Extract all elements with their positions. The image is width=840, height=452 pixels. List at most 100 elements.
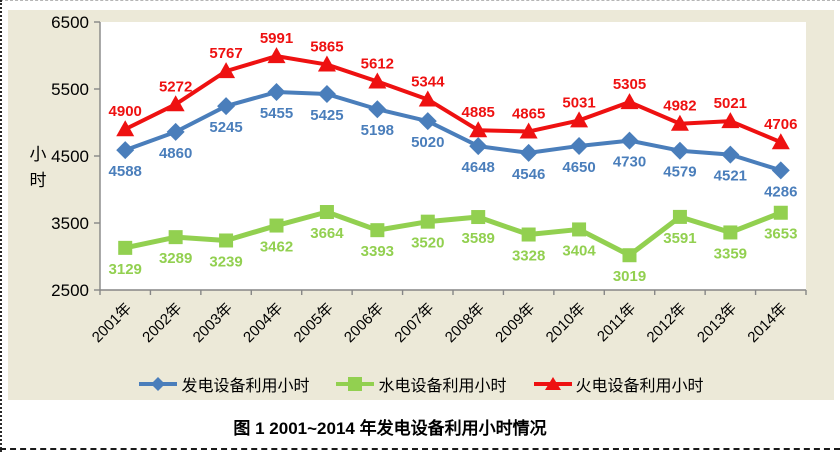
series-square: 3129 3289 3239 3462 3664 3393 3520 3589 3328 3404… xyxy=(109,205,797,285)
svg-text:2007年: 2007年 xyxy=(391,300,437,346)
data-label: 5767 xyxy=(209,45,242,62)
data-label: 3653 xyxy=(764,226,797,243)
data-point-marker xyxy=(166,95,185,112)
data-label: 5031 xyxy=(562,94,595,111)
data-point-marker xyxy=(471,210,486,225)
data-point-marker xyxy=(721,145,740,164)
data-label: 5425 xyxy=(310,107,343,124)
svg-text:2003年: 2003年 xyxy=(190,300,236,346)
data-point-marker xyxy=(217,62,236,79)
series-line xyxy=(123,90,783,173)
data-point-marker xyxy=(420,214,435,229)
data-label: 4650 xyxy=(562,159,595,176)
series-line xyxy=(122,209,784,258)
data-point-marker xyxy=(368,72,387,89)
data-label: 5455 xyxy=(260,105,293,122)
data-point-marker xyxy=(672,209,687,224)
data-label: 4730 xyxy=(613,154,646,171)
data-label: 3328 xyxy=(512,248,545,265)
data-label: 5612 xyxy=(361,55,394,72)
page-border-top xyxy=(0,0,840,1)
data-point-marker xyxy=(670,114,689,131)
x-axis-tick-labels: 2001年 2002年 2003年 2004年 2005年 2006年 2007年 2008年… xyxy=(89,300,791,346)
data-point-marker xyxy=(572,222,587,237)
data-label: 4521 xyxy=(714,168,747,185)
data-point-marker xyxy=(519,143,538,162)
legend-label: 发电设备利用小时 xyxy=(181,378,310,395)
legend-label: 水电设备利用小时 xyxy=(378,378,507,395)
plot-area xyxy=(100,22,806,290)
data-point-marker xyxy=(267,83,286,102)
data-point-marker xyxy=(670,141,689,160)
page-border-bottom xyxy=(0,448,840,450)
svg-text:2008年: 2008年 xyxy=(442,300,488,346)
y-axis-title: 小时 xyxy=(29,145,47,191)
chart-legend: 发电设备利用小时 水电设备利用小时 火电设备利用小时 xyxy=(8,372,834,396)
data-point-marker xyxy=(721,112,740,129)
svg-text:6500: 6500 xyxy=(51,13,89,32)
data-point-marker xyxy=(217,97,236,116)
svg-text:2011年: 2011年 xyxy=(594,300,639,345)
data-label: 3664 xyxy=(310,225,344,242)
data-label: 5198 xyxy=(361,122,394,139)
data-label: 3462 xyxy=(260,239,293,256)
data-label: 4900 xyxy=(109,103,142,120)
data-point-marker xyxy=(118,240,133,255)
data-label: 4885 xyxy=(462,104,495,121)
legend-triangle-icon xyxy=(533,377,572,390)
data-point-marker xyxy=(469,137,488,156)
data-point-marker xyxy=(771,133,790,150)
data-point-marker xyxy=(620,131,639,150)
svg-text:3500: 3500 xyxy=(51,214,89,233)
data-label: 4865 xyxy=(512,106,545,123)
data-point-marker xyxy=(116,141,135,160)
data-label: 3589 xyxy=(462,230,495,247)
data-point-marker xyxy=(771,161,790,180)
data-point-marker xyxy=(570,111,589,128)
legend-item: 发电设备利用小时 xyxy=(138,372,309,396)
svg-text:2012年: 2012年 xyxy=(644,300,690,346)
data-point-marker xyxy=(622,248,637,263)
svg-text:2002年: 2002年 xyxy=(139,300,185,346)
data-label: 4588 xyxy=(109,163,142,180)
data-point-marker xyxy=(269,218,284,233)
series-diamond: 4588 4860 5245 5455 5425 5198 5020 4648 4546 4650… xyxy=(109,83,797,200)
legend-item: 水电设备利用小时 xyxy=(335,372,507,396)
data-label: 3239 xyxy=(209,253,242,270)
data-point-marker xyxy=(773,205,788,220)
legend-diamond-icon xyxy=(139,377,178,391)
data-point-marker xyxy=(469,121,488,138)
data-label: 3129 xyxy=(109,261,142,278)
svg-text:2005年: 2005年 xyxy=(291,300,337,346)
data-point-marker xyxy=(620,93,639,110)
data-label: 3359 xyxy=(714,245,747,262)
svg-text:2006年: 2006年 xyxy=(341,300,387,346)
data-label: 3591 xyxy=(663,230,696,247)
data-label: 5344 xyxy=(411,73,445,90)
data-label: 5865 xyxy=(310,39,343,56)
data-point-marker xyxy=(418,112,437,131)
y-axis-tick-labels: 2500 3500 4500 5500 6500 xyxy=(51,13,89,300)
data-point-marker xyxy=(219,233,234,248)
data-point-marker xyxy=(116,120,135,137)
data-label: 3520 xyxy=(411,235,444,252)
data-label: 5021 xyxy=(714,95,747,112)
svg-text:2500: 2500 xyxy=(51,281,89,300)
data-label: 3289 xyxy=(159,250,192,267)
data-label: 4579 xyxy=(663,164,696,181)
data-point-marker xyxy=(166,122,185,141)
data-label: 3404 xyxy=(562,242,596,259)
svg-text:2013年: 2013年 xyxy=(694,300,740,346)
data-label: 4648 xyxy=(462,159,495,176)
data-point-marker xyxy=(723,225,738,240)
data-point-marker xyxy=(521,227,536,242)
data-point-marker xyxy=(519,122,538,139)
svg-text:2004年: 2004年 xyxy=(240,300,286,346)
series-triangle: 4900 5272 5767 5991 5865 5612 5344 4885 4865 5031… xyxy=(109,30,797,150)
data-point-marker xyxy=(317,55,336,72)
svg-text:2014年: 2014年 xyxy=(744,300,790,346)
axes xyxy=(94,21,807,295)
svg-text:2009年: 2009年 xyxy=(492,300,538,346)
svg-text:2001年: 2001年 xyxy=(89,300,135,346)
